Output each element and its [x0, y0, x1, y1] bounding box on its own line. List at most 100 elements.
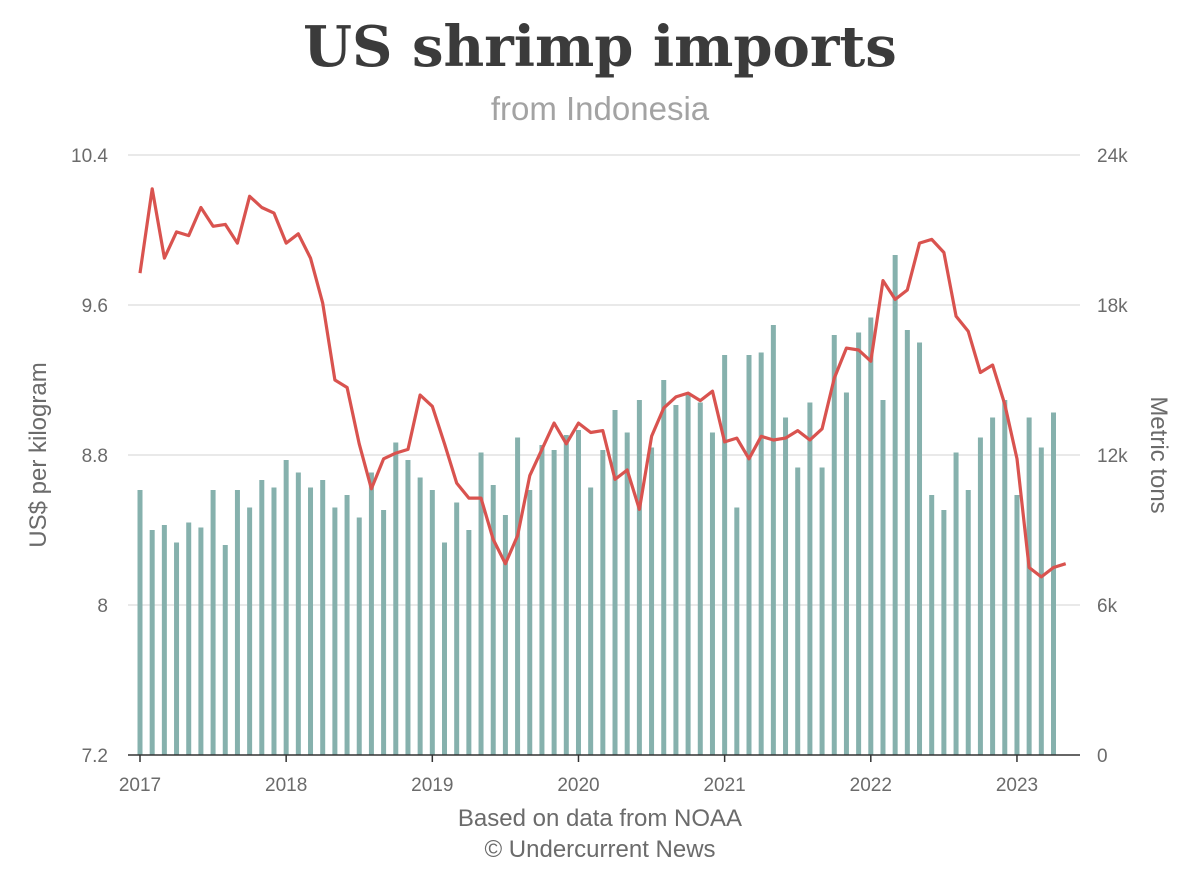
- bar: [685, 392, 691, 755]
- y-axis-left-label: US$ per kilogram: [25, 362, 52, 547]
- x-tick-label: 2019: [411, 775, 453, 796]
- bar: [697, 402, 703, 755]
- bar: [295, 472, 301, 755]
- bar: [917, 342, 923, 755]
- bar: [575, 430, 581, 755]
- chart-subtitle: from Indonesia: [490, 90, 710, 127]
- bar: [807, 402, 813, 755]
- bar: [649, 447, 655, 755]
- bar: [344, 495, 350, 755]
- bar: [442, 542, 447, 755]
- bar: [588, 487, 594, 755]
- bar: [843, 392, 849, 755]
- bar: [551, 450, 557, 755]
- bar: [222, 545, 228, 755]
- x-tick-label: 2023: [996, 775, 1038, 796]
- bar: [831, 335, 837, 755]
- bar: [783, 417, 789, 755]
- bar: [819, 467, 825, 755]
- bar: [636, 400, 642, 755]
- bar: [722, 355, 728, 755]
- chart-title: US shrimp imports: [303, 14, 897, 80]
- bar: [990, 417, 996, 755]
- bar: [624, 432, 630, 755]
- bar: [977, 437, 983, 755]
- bar: [758, 352, 764, 755]
- bar: [149, 530, 155, 755]
- bar: [1051, 412, 1056, 755]
- bar: [746, 355, 752, 755]
- bar: [137, 490, 143, 755]
- x-tick-label: 2021: [703, 775, 745, 796]
- bar: [478, 452, 484, 755]
- bar: [734, 507, 740, 755]
- y-left-tick-label: 10.4: [71, 146, 108, 167]
- bar: [490, 485, 496, 755]
- bar: [161, 525, 167, 755]
- y-right-tick-label: 18k: [1097, 296, 1128, 317]
- bar: [661, 380, 667, 755]
- bar: [368, 472, 374, 755]
- bar: [210, 490, 216, 755]
- y-axis-right-label: Metric tons: [1145, 396, 1172, 513]
- bar: [502, 515, 508, 755]
- bar: [198, 527, 204, 755]
- y-left-tick-label: 9.6: [82, 296, 108, 317]
- y-right-tick-label: 12k: [1097, 446, 1128, 467]
- bar: [1038, 447, 1044, 755]
- x-tick-label: 2018: [265, 775, 307, 796]
- bar: [1026, 417, 1032, 755]
- bar: [271, 487, 277, 755]
- bar: [965, 490, 971, 755]
- bar: [527, 490, 533, 755]
- y-right-tick-label: 0: [1097, 746, 1108, 767]
- bar: [563, 435, 569, 755]
- bar: [795, 467, 801, 755]
- bar: [1002, 400, 1008, 755]
- bar: [283, 460, 289, 755]
- bar: [1014, 495, 1020, 755]
- bar: [247, 507, 253, 755]
- source-caption: Based on data from NOAA: [457, 805, 743, 832]
- copyright-caption: © Undercurrent News: [484, 836, 716, 863]
- x-tick-label: 2020: [557, 775, 599, 796]
- bar: [600, 450, 606, 755]
- bar: [186, 522, 192, 755]
- bar: [904, 330, 910, 755]
- bar: [393, 442, 399, 755]
- y-left-tick-label: 8: [97, 596, 108, 617]
- y-right-tick-label: 24k: [1097, 146, 1128, 167]
- price-line: [138, 187, 1067, 579]
- bar: [770, 325, 776, 755]
- bar: [332, 507, 338, 755]
- bar: [381, 510, 387, 755]
- y-left-tick-label: 7.2: [82, 746, 108, 767]
- x-tick-label: 2022: [850, 775, 892, 796]
- bar: [356, 517, 362, 755]
- bar: [320, 480, 326, 755]
- bar: [515, 437, 521, 755]
- bar: [856, 332, 862, 755]
- bar: [929, 495, 935, 755]
- bar: [612, 410, 618, 755]
- bar: [709, 432, 715, 755]
- bar: [174, 542, 180, 755]
- bar: [953, 452, 959, 755]
- bar: [941, 510, 947, 755]
- bar: [308, 487, 314, 755]
- bar: [454, 502, 460, 755]
- x-tick-label: 2017: [119, 775, 161, 796]
- bar: [868, 317, 874, 755]
- bar: [234, 490, 240, 755]
- line-series-price: [138, 187, 1067, 579]
- bar: [259, 480, 265, 755]
- axes: 7.2 8 8.8 9.6 10.4 0 6k 12k 18k 24k 2017 2018 2019 20…: [71, 146, 1128, 796]
- bar: [880, 400, 886, 755]
- bar: [466, 530, 472, 755]
- bar: [539, 445, 545, 755]
- bar: [405, 460, 411, 755]
- bar: [417, 477, 423, 755]
- y-right-tick-label: 6k: [1097, 596, 1118, 617]
- bar: [673, 405, 679, 755]
